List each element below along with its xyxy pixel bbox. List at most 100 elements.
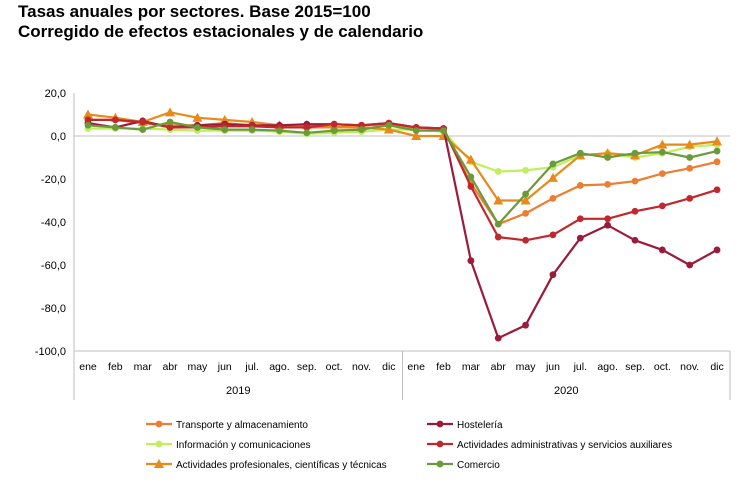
data-point [467, 257, 475, 265]
x-tick-label: jul. [244, 361, 258, 373]
data-point [576, 149, 584, 157]
data-point [467, 183, 475, 190]
data-point [686, 154, 694, 161]
legend-label: Actividades profesionales, científicas y… [176, 460, 387, 471]
data-point [219, 114, 230, 124]
data-point [658, 170, 666, 178]
x-tick-label: abr [491, 361, 507, 373]
data-point [686, 261, 694, 269]
data-point [303, 129, 311, 137]
data-point [658, 202, 666, 210]
legend-label: Transporte y almacenamiento [176, 420, 308, 431]
x-tick-label: may [516, 361, 537, 373]
y-tick-label: -20,0 [41, 174, 66, 186]
data-point [383, 124, 394, 134]
legend-label: Actividades administrativas y servicios … [457, 440, 672, 451]
legend-label: Comercio [457, 460, 500, 471]
data-point [604, 180, 612, 188]
x-tick-label: mar [134, 361, 153, 373]
x-year-label: 2019 [226, 385, 250, 397]
data-point [83, 109, 93, 119]
y-tick-label: 20,0 [45, 88, 66, 100]
y-tick-label: 0,0 [51, 131, 66, 143]
chart-title: Tasas anuales por sectores. Base 2015=10… [18, 2, 423, 42]
data-point [520, 195, 531, 205]
x-tick-label: feb [436, 361, 451, 373]
x-tick-label: dic [382, 361, 395, 373]
data-point [713, 147, 721, 155]
x-tick-label: ene [79, 361, 97, 373]
series-line [87, 111, 718, 202]
data-point [631, 236, 639, 244]
data-point [658, 148, 666, 156]
data-point [465, 154, 476, 164]
x-tick-label: ene [407, 361, 425, 373]
data-point [166, 124, 174, 131]
chart-title-line-1: Tasas anuales por sectores. Base 2015=10… [18, 2, 371, 21]
data-point [686, 164, 694, 172]
series-line [87, 120, 718, 226]
legend-marker [436, 460, 444, 468]
data-point [111, 124, 119, 131]
data-point [576, 215, 584, 223]
data-point [549, 231, 557, 239]
data-point [522, 210, 529, 217]
x-tick-label: sep. [625, 361, 645, 373]
data-point [494, 233, 502, 241]
data-point [84, 116, 92, 124]
x-tick-label: dic [710, 361, 723, 373]
data-point [139, 126, 147, 133]
data-point [494, 334, 502, 342]
legend-marker [155, 420, 163, 428]
y-tick-label: -80,0 [41, 303, 66, 315]
data-point [84, 121, 92, 129]
data-point [522, 321, 529, 329]
data-point [248, 126, 256, 133]
data-point [576, 234, 584, 242]
x-tick-label: jul. [573, 361, 587, 373]
data-point [522, 167, 529, 174]
data-point [522, 190, 529, 198]
data-point [631, 207, 639, 215]
data-point [358, 126, 365, 133]
chart-title-line-2: Corregido de efectos estacionales y de c… [18, 22, 424, 41]
y-tick-label: -100,0 [35, 346, 66, 358]
data-point [330, 120, 338, 128]
data-point [713, 186, 721, 194]
data-point [604, 221, 612, 229]
data-point [712, 136, 723, 146]
data-point [713, 158, 721, 166]
data-point [276, 127, 283, 135]
data-point [411, 131, 422, 140]
legend-label: Información y comunicaciones [176, 440, 311, 451]
data-point [440, 127, 447, 135]
data-point [166, 118, 174, 126]
y-tick-label: -60,0 [41, 260, 66, 272]
legend-marker [436, 440, 444, 448]
series-line [88, 118, 718, 242]
legend-label: Hostelería [457, 420, 503, 431]
data-point [221, 126, 229, 133]
data-point [604, 215, 612, 223]
data-point [602, 148, 613, 158]
x-tick-label: ago. [269, 361, 289, 373]
data-point [549, 271, 557, 279]
data-point [657, 139, 668, 149]
x-tick-label: nov. [680, 361, 699, 373]
legend-marker [155, 440, 163, 448]
legend-marker [436, 420, 444, 428]
data-point [494, 220, 502, 228]
data-point [549, 160, 557, 168]
data-point [686, 194, 694, 202]
data-point [576, 182, 584, 189]
x-tick-label: jun [217, 361, 232, 373]
x-tick-label: ago. [597, 361, 617, 373]
data-point [330, 127, 338, 135]
data-point [412, 127, 420, 135]
data-point [604, 154, 612, 161]
data-point [631, 177, 639, 185]
x-tick-label: mar [462, 361, 481, 373]
x-tick-label: nov. [352, 361, 371, 373]
x-tick-label: jun [545, 361, 560, 373]
